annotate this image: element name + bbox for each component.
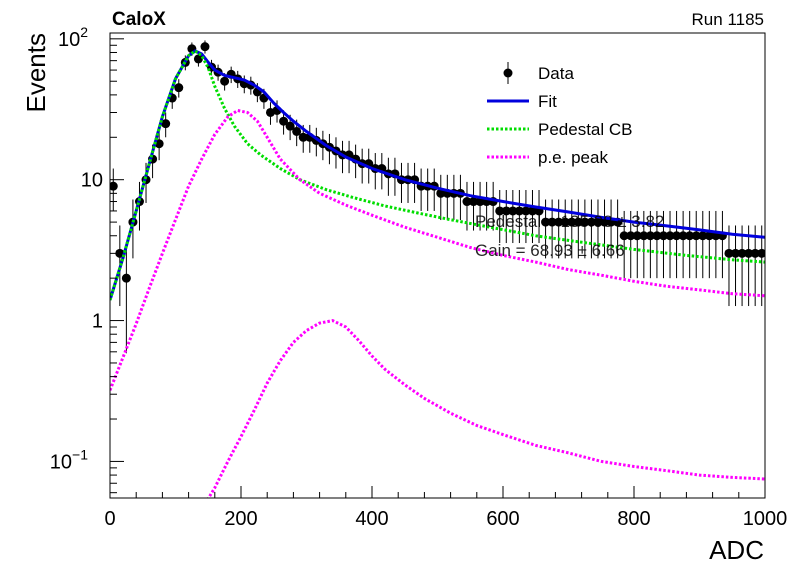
x-tick-label: 200 <box>224 508 257 530</box>
header-right-label: Run 1185 <box>692 10 764 29</box>
data-point <box>115 248 125 258</box>
data-point <box>731 248 741 258</box>
legend-label: Data <box>538 64 574 83</box>
data-point <box>652 231 662 241</box>
y-tick-label: 10−1 <box>50 446 88 473</box>
fit-result-pedestal: Pedestal = 135.98 ± 3.82 <box>475 212 664 231</box>
data-point <box>704 231 714 241</box>
data-point <box>573 217 583 227</box>
data-point <box>508 206 518 216</box>
x-axis-title: ADC <box>709 535 764 565</box>
plot-area <box>110 40 765 498</box>
series-line-4 <box>206 319 765 498</box>
data-point <box>495 206 505 216</box>
data-point <box>645 231 655 241</box>
data-point <box>757 248 765 258</box>
legend-label: p.e. peak <box>538 148 608 167</box>
y-axis-title: Events <box>21 33 51 113</box>
data-point <box>580 217 590 227</box>
legend-label: Fit <box>538 92 557 111</box>
data-point <box>698 231 708 241</box>
data-point <box>514 206 524 216</box>
data-point <box>501 206 511 216</box>
data-point <box>724 248 734 258</box>
series-line-2 <box>110 49 765 301</box>
data-point <box>469 197 479 207</box>
data-point <box>691 231 701 241</box>
data-point <box>678 231 688 241</box>
data-point <box>626 231 636 241</box>
plot-frame <box>109 32 766 499</box>
data-point <box>672 231 682 241</box>
data-point <box>292 126 302 136</box>
data-point <box>600 217 610 227</box>
x-tick-label: 400 <box>355 508 388 530</box>
data-point <box>658 231 668 241</box>
data-point <box>161 119 171 129</box>
data-point <box>174 83 184 93</box>
data-point <box>521 206 531 216</box>
data-point <box>527 206 537 216</box>
data-point <box>632 231 642 241</box>
data-point <box>567 217 577 227</box>
data-point <box>685 231 695 241</box>
header-left-label: CaloX <box>112 9 166 30</box>
x-tick-label: 800 <box>617 508 650 530</box>
x-tick-label: 600 <box>486 508 519 530</box>
data-point <box>586 217 596 227</box>
data-point <box>220 76 230 86</box>
data-point <box>193 54 203 64</box>
legend-label: Pedestal CB <box>538 120 633 139</box>
data-point <box>639 231 649 241</box>
data-point <box>750 248 760 258</box>
legend: Data Fit Pedestal CB p.e. peak <box>487 62 633 167</box>
data-point <box>744 248 754 258</box>
data-point <box>547 217 557 227</box>
data-point <box>200 42 210 52</box>
series-line-1 <box>110 49 765 301</box>
y-tick-label: 10 <box>81 170 103 192</box>
data-point <box>554 217 564 227</box>
legend-marker-data <box>503 68 513 78</box>
data-point <box>298 132 308 142</box>
axes: 0 200 400 600 800 1000 10−1 1 10 102 <box>50 24 787 530</box>
data-point <box>593 217 603 227</box>
y-tick-label: 102 <box>58 24 88 51</box>
data-point <box>436 188 446 198</box>
data-point <box>560 217 570 227</box>
series-line-3 <box>110 108 765 391</box>
x-tick-label: 0 <box>104 508 115 530</box>
data-point <box>285 121 295 131</box>
y-tick-label: 1 <box>92 311 103 333</box>
data-point <box>462 197 472 207</box>
data-point <box>665 231 675 241</box>
data-point <box>279 116 289 126</box>
data-point <box>619 231 629 241</box>
data-point <box>737 248 747 258</box>
fit-result-gain: Gain = 68.93 ± 6.66 <box>475 241 625 260</box>
data-point <box>121 273 131 283</box>
data-point <box>541 217 551 227</box>
x-tick-label: 1000 <box>743 508 788 530</box>
